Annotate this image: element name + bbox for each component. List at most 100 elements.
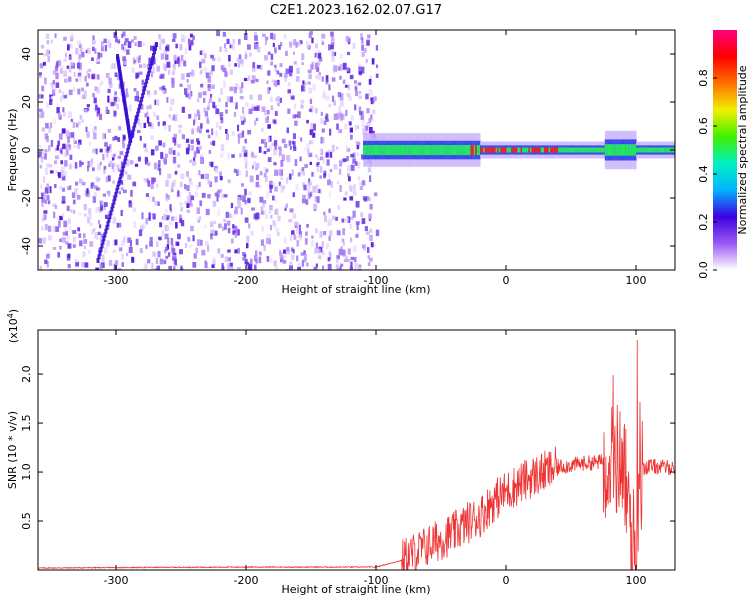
heatmap-cell-1351 bbox=[148, 122, 152, 127]
heatmap-cell-1387 bbox=[65, 234, 70, 241]
heatmap-cell-321 bbox=[52, 225, 56, 233]
heatmap-cell-1485 bbox=[312, 133, 316, 138]
heatmap-cell-1062 bbox=[199, 71, 202, 75]
heatmap-cell-178 bbox=[198, 216, 202, 221]
signal-core-1978 bbox=[506, 147, 509, 153]
heatmap-cell-229 bbox=[274, 111, 278, 116]
heatmap-cell-535 bbox=[103, 38, 107, 44]
heatmap-cell-393 bbox=[330, 36, 335, 42]
heatmap-streak-0-21 bbox=[117, 181, 121, 187]
heatmap-cell-92 bbox=[289, 265, 293, 270]
heatmap-cell-775 bbox=[322, 157, 325, 164]
heatmap-cell-1120 bbox=[62, 107, 65, 113]
heatmap-cell-1586 bbox=[332, 215, 336, 220]
heatmap-cell-1124 bbox=[118, 191, 122, 195]
heatmap-cell-1353 bbox=[119, 89, 123, 96]
colorbar-label: Normalized spectral amplitude bbox=[736, 65, 749, 234]
heatmap-streak-0-29 bbox=[125, 151, 129, 157]
heatmap-cell-1555 bbox=[42, 53, 46, 57]
heatmap-cell-1081 bbox=[370, 118, 374, 122]
heatmap-cell-361 bbox=[156, 241, 159, 247]
heatmap-cell-1515 bbox=[83, 203, 87, 211]
signal-core-2011 bbox=[523, 147, 526, 153]
heatmap-cell-627 bbox=[274, 66, 277, 72]
heatmap-cell-1483 bbox=[289, 145, 292, 150]
heatmap-cell-845 bbox=[41, 127, 45, 132]
signal-core-2191 bbox=[617, 144, 620, 156]
heatmap-cell-442 bbox=[302, 80, 305, 85]
heatmap-cell-1185 bbox=[61, 166, 65, 174]
heatmap-cell-1027 bbox=[345, 109, 348, 117]
heatmap-cell-1292 bbox=[300, 99, 305, 104]
heatmap-cell-1655 bbox=[70, 33, 74, 40]
heatmap-cell-1252 bbox=[179, 83, 183, 87]
heatmap-cell-895 bbox=[352, 210, 356, 218]
heatmap-cell-264 bbox=[297, 266, 302, 270]
heatmap-cell-23 bbox=[146, 105, 150, 110]
heatmap-cell-632 bbox=[310, 140, 314, 145]
heatmap-cell-729 bbox=[242, 107, 245, 114]
heatmap-cell-1696 bbox=[160, 39, 164, 43]
heatmap-cell-714 bbox=[153, 162, 158, 170]
signal-core-1909 bbox=[470, 145, 473, 156]
heatmap-cell-218 bbox=[365, 93, 369, 100]
heatmap-cell-735 bbox=[224, 48, 228, 53]
heatmap-cell-96 bbox=[149, 241, 153, 247]
heatmap-cell-634 bbox=[112, 168, 116, 173]
heatmap-cell-108 bbox=[354, 86, 358, 91]
heatmap-cell-1456 bbox=[122, 56, 126, 61]
heatmap-cell-1182 bbox=[226, 264, 230, 270]
heatmap-cell-988 bbox=[77, 62, 81, 67]
heatmap-cell-49 bbox=[117, 222, 122, 228]
heatmap-cell-814 bbox=[178, 124, 183, 128]
heatmap-cell-1154 bbox=[336, 123, 339, 130]
heatmap-cell-1383 bbox=[369, 234, 373, 241]
heatmap-streak-0-1 bbox=[97, 254, 101, 260]
heatmap-cell-250 bbox=[96, 86, 100, 94]
heatmap-cell-1012 bbox=[293, 103, 297, 109]
heatmap-cell-926 bbox=[99, 82, 103, 87]
heatmap-cell-141 bbox=[299, 40, 303, 45]
heatmap-cell-1206 bbox=[245, 170, 248, 177]
heatmap-streak-0-57 bbox=[153, 49, 156, 55]
heatmap-cell-346 bbox=[127, 174, 132, 180]
heatmap-cell-532 bbox=[240, 59, 244, 64]
signal-core-2053 bbox=[545, 147, 548, 153]
heatmap-cell-1599 bbox=[144, 148, 149, 153]
heatmap-cell-55 bbox=[263, 151, 267, 155]
heatmap-cell-1328 bbox=[120, 180, 123, 185]
heatmap-cell-450 bbox=[334, 52, 337, 56]
heatmap-cell-1199 bbox=[231, 131, 235, 136]
heatmap-cell-1537 bbox=[189, 33, 193, 38]
heatmap-cell-506 bbox=[69, 43, 73, 49]
heatmap-cell-921 bbox=[65, 149, 69, 156]
heatmap-cell-243 bbox=[225, 109, 228, 114]
heatmap-cell-1047 bbox=[88, 249, 91, 254]
heatmap-cell-1315 bbox=[194, 116, 198, 121]
heatmap-cell-1007 bbox=[103, 202, 108, 207]
heatmap-cell-930 bbox=[159, 40, 164, 46]
heatmap-cell-105 bbox=[291, 254, 295, 261]
heatmap-cell-1366 bbox=[48, 164, 53, 168]
signal-core-1945 bbox=[489, 147, 492, 153]
heatmap-cell-590 bbox=[336, 255, 340, 260]
signal-core-2140 bbox=[590, 147, 593, 153]
heatmap-cell-1183 bbox=[191, 69, 195, 77]
heatmap-cell-631 bbox=[287, 108, 291, 114]
heatmap-cell-1692 bbox=[207, 84, 211, 88]
heatmap-cell-373 bbox=[151, 262, 154, 270]
heatmap-cell-204 bbox=[319, 231, 323, 238]
heatmap-cell-1045 bbox=[318, 189, 321, 193]
heatmap-cell-765 bbox=[122, 236, 126, 243]
heatmap-cell-786 bbox=[191, 128, 194, 135]
heatmap-cell-80 bbox=[308, 73, 312, 80]
heatmap-cell-395 bbox=[276, 79, 280, 86]
heatmap-cell-1697 bbox=[346, 259, 350, 263]
heatmap-cell-300 bbox=[251, 207, 255, 211]
heatmap-cell-1178 bbox=[187, 144, 191, 151]
heatmap-cell-1593 bbox=[316, 186, 319, 193]
heatmap-cell-1291 bbox=[227, 227, 231, 234]
heatmap-cell-383 bbox=[267, 124, 271, 129]
heatmap-cell-1323 bbox=[188, 72, 192, 76]
heatmap-cell-1623 bbox=[358, 106, 362, 113]
